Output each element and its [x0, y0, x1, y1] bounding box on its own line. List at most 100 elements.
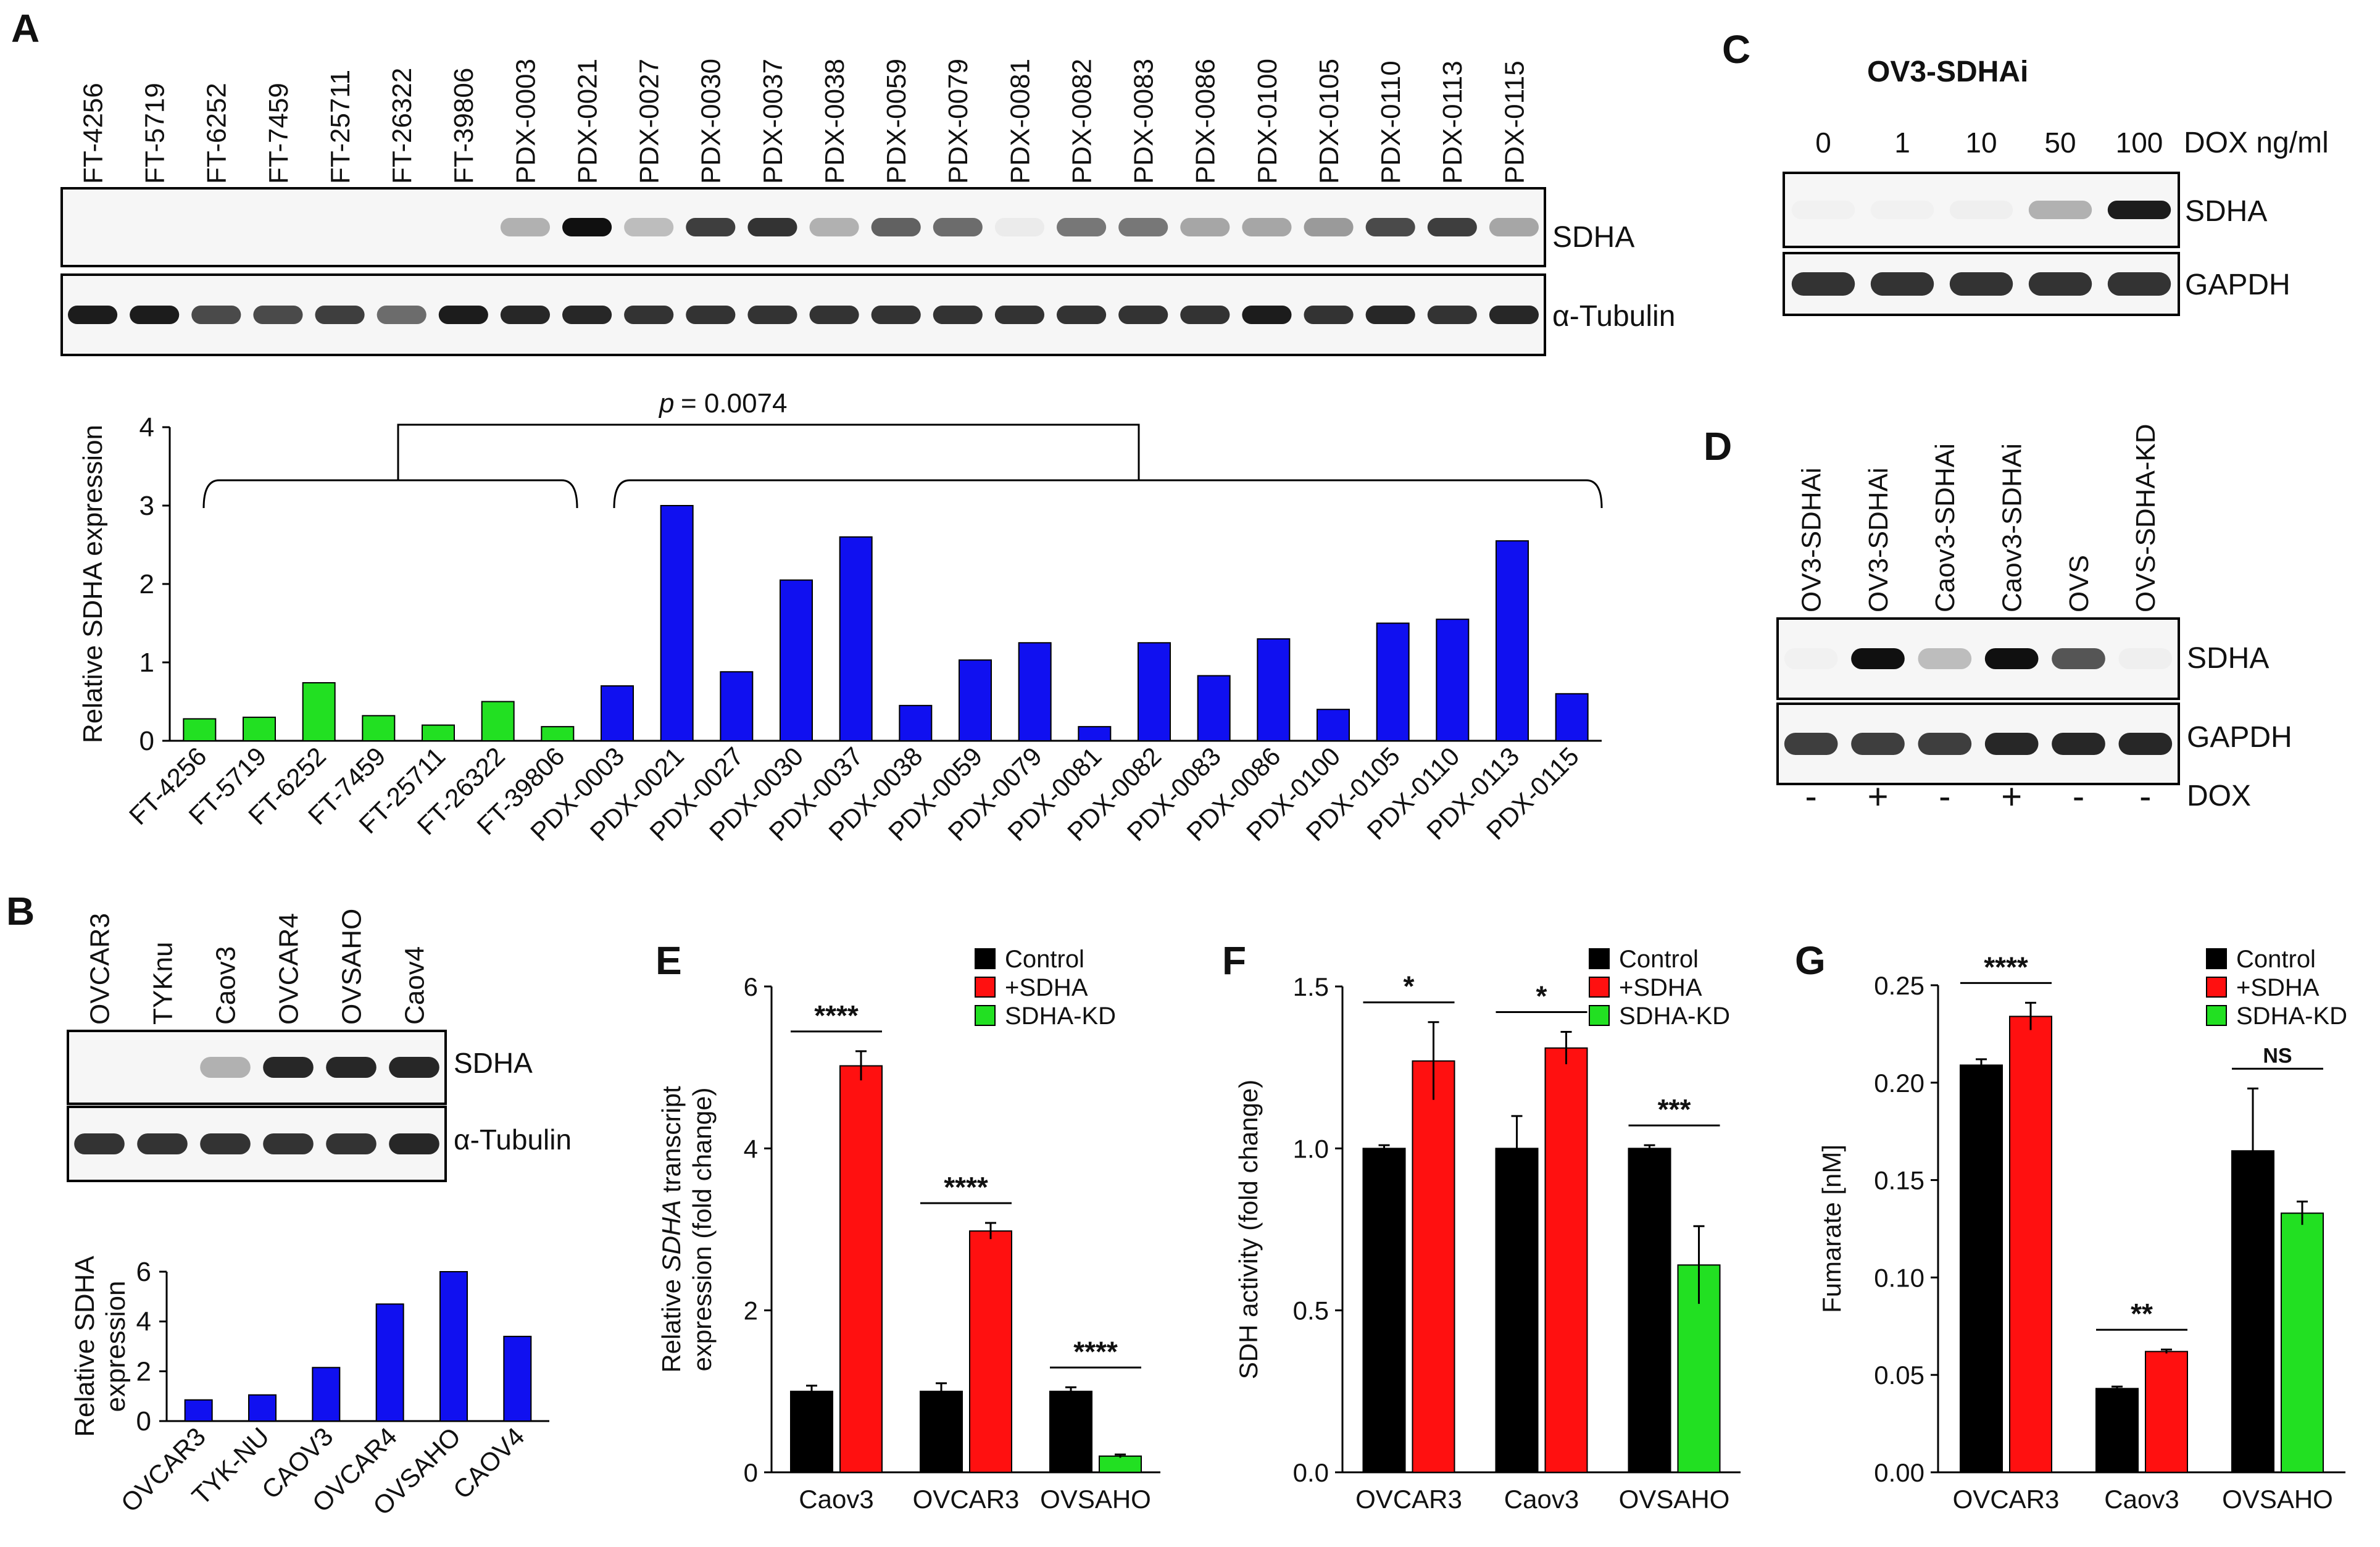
panel-a-tubulin-frame [60, 273, 1546, 356]
panel-d-gapdh-band [1984, 733, 2039, 755]
panel-a-bar [1496, 540, 1529, 742]
panel-a-lane-label: PDX-0082 [1067, 59, 1097, 184]
panel-a-tubulin-band [933, 306, 983, 324]
panel-a-lane-label: FT-4256 [78, 83, 108, 184]
panel-b-bar [503, 1335, 532, 1422]
panel-e-bar [1099, 1455, 1142, 1473]
panel-g-legend-swatch [2206, 1005, 2227, 1026]
panel-g-sig-label: ** [2131, 1298, 2153, 1330]
panel-a-sdha-band [809, 218, 859, 236]
panel-d-gapdh-band [1918, 733, 1972, 755]
panel-b-western-blot: OVCAR3 TYKnu Caov3 OVCAR4 OVSAHO Caov4 [67, 909, 447, 1182]
panel-b-tubulin-band [263, 1133, 314, 1154]
panel-g-y-tick-label: 0.15 [1874, 1166, 1924, 1195]
panel-b-tubulin-band [200, 1133, 251, 1154]
panel-a-bar [601, 685, 634, 741]
panel-a-tubulin-band [1057, 306, 1107, 324]
panel-g-y-tick-label: 0.00 [1874, 1458, 1924, 1487]
panel-a-bar [1197, 675, 1231, 741]
panel-a-bar [1018, 642, 1052, 741]
panel-letter-e: E [655, 938, 682, 983]
panel-a-lane-label: FT-6252 [202, 83, 232, 184]
panel-f-x-tick-label: OVSAHO [1619, 1485, 1730, 1514]
panel-letter-d: D [1704, 424, 1732, 469]
panel-a-tubulin-band [1304, 306, 1354, 324]
panel-b-sdha-band [263, 1057, 314, 1078]
panel-a-y-tick-label: 3 [139, 491, 154, 521]
panel-a-sdha-frame [60, 187, 1546, 267]
panel-c-dose-label: 50 [2044, 127, 2076, 159]
panel-e-y-tick-label: 0 [744, 1458, 758, 1487]
panel-a-tubulin-band [1427, 306, 1477, 324]
panel-letter-a: A [11, 6, 40, 51]
panel-a-sdha-band [1365, 218, 1415, 236]
panel-c-gapdh-band [2028, 272, 2092, 296]
panel-d-sdha-band [2052, 648, 2105, 669]
panel-g-y-tick-label: 0.05 [1874, 1361, 1924, 1390]
panel-b-bar [248, 1394, 277, 1422]
panel-a-bar [959, 659, 992, 741]
panel-a-tubulin-band [871, 306, 921, 324]
panel-g-legend-label: Control [2236, 946, 2316, 973]
panel-a-lane-label: PDX-0086 [1191, 59, 1221, 184]
panel-e-legend-label: SDHA-KD [1005, 1003, 1116, 1030]
panel-f-sig-label: * [1536, 980, 1547, 1012]
panel-c-sdha-band [2107, 201, 2171, 219]
panel-e-bar [839, 1065, 883, 1473]
panel-a-p-value: = 0.0074 [681, 388, 788, 419]
panel-a-lane-label: PDX-0021 [572, 59, 602, 184]
panel-a-sdha-band [1242, 218, 1292, 236]
panel-g-legend-label: +SDHA [2236, 974, 2320, 1001]
panel-d-sdha-band [1851, 648, 1905, 669]
panel-e-sig-label: **** [1073, 1335, 1118, 1367]
panel-a-tubulin-band [438, 306, 488, 324]
panel-b-lane-label: OVCAR4 [273, 913, 304, 1025]
panel-d-dox-label: DOX [2187, 780, 2251, 812]
panel-e-bar-chart: 0 2 4 6 Relative SDHA transcript expression (… [657, 946, 1160, 1514]
panel-a-bar [541, 726, 575, 742]
panel-e-legend-label: Control [1005, 946, 1084, 973]
panel-f-bar [1677, 1264, 1721, 1474]
panel-f-x-tick-label: Caov3 [1504, 1485, 1579, 1514]
panel-d-gapdh-band [2118, 733, 2173, 755]
panel-d-blot-label-gapdh: GAPDH [2187, 721, 2292, 754]
panel-e-sig-label: **** [814, 999, 859, 1032]
panel-c-dose-label: 100 [2116, 127, 2163, 159]
panel-g-x-tick-label: OVCAR3 [1953, 1485, 2060, 1514]
panel-a-y-tick-label: 2 [139, 569, 154, 599]
panel-a-sdha-band [1304, 218, 1354, 236]
panel-f-bar [1495, 1148, 1539, 1474]
panel-g-sig-label: NS [2263, 1044, 2292, 1067]
panel-g-bar [2281, 1212, 2324, 1473]
panel-b-bar [375, 1303, 404, 1422]
panel-f-legend-label: +SDHA [1619, 974, 1702, 1001]
panel-a-brace-ft [202, 479, 578, 509]
panel-c-gapdh-band [2107, 272, 2171, 296]
panel-a-tubulin-band [1242, 306, 1292, 324]
panel-a-tubulin-band [809, 306, 859, 324]
panel-a-bar [839, 536, 873, 741]
panel-b-tubulin-band [74, 1133, 125, 1154]
panel-a-lane-label: PDX-0003 [510, 59, 541, 184]
panel-b-y-tick-label: 0 [136, 1406, 151, 1436]
panel-g-y-tick-label: 0.20 [1874, 1069, 1924, 1098]
panel-b-lane-label: OVCAR3 [85, 913, 115, 1025]
panel-c-dose-label: 10 [1965, 127, 1997, 159]
panel-g-bar [2095, 1388, 2139, 1473]
panel-a-brace-pdx [613, 479, 1603, 509]
panel-e-legend-swatch [975, 1005, 996, 1026]
panel-b-bar [439, 1271, 468, 1422]
panel-a-bar [780, 579, 813, 742]
panel-a-sdha-band [500, 218, 550, 236]
panel-a-tubulin-band [68, 306, 118, 324]
panel-a-tubulin-band [191, 306, 241, 324]
panel-b-blot-label-sdha: SDHA [454, 1047, 533, 1079]
panel-d-lane-label: OVS-SDHA-KD [2131, 423, 2161, 612]
panel-c-gapdh-band [1870, 272, 1934, 296]
panel-e-y-tick-label: 6 [744, 972, 758, 1001]
panel-g-y-tick-label: 0.25 [1874, 971, 1924, 1000]
panel-g-legend-label: SDHA-KD [2236, 1003, 2347, 1030]
panel-a-lane-label: PDX-0110 [1376, 60, 1406, 184]
panel-a-tubulin-band [253, 306, 303, 324]
